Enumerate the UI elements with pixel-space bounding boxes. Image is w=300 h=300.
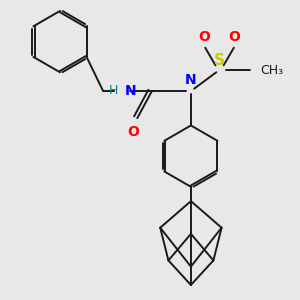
- Text: S: S: [214, 53, 225, 68]
- Text: O: O: [199, 30, 210, 44]
- Text: H: H: [109, 84, 118, 97]
- Text: O: O: [128, 124, 140, 139]
- Text: N: N: [185, 74, 197, 87]
- Text: N: N: [124, 84, 136, 98]
- Text: CH₃: CH₃: [260, 64, 283, 77]
- Text: O: O: [229, 30, 241, 44]
